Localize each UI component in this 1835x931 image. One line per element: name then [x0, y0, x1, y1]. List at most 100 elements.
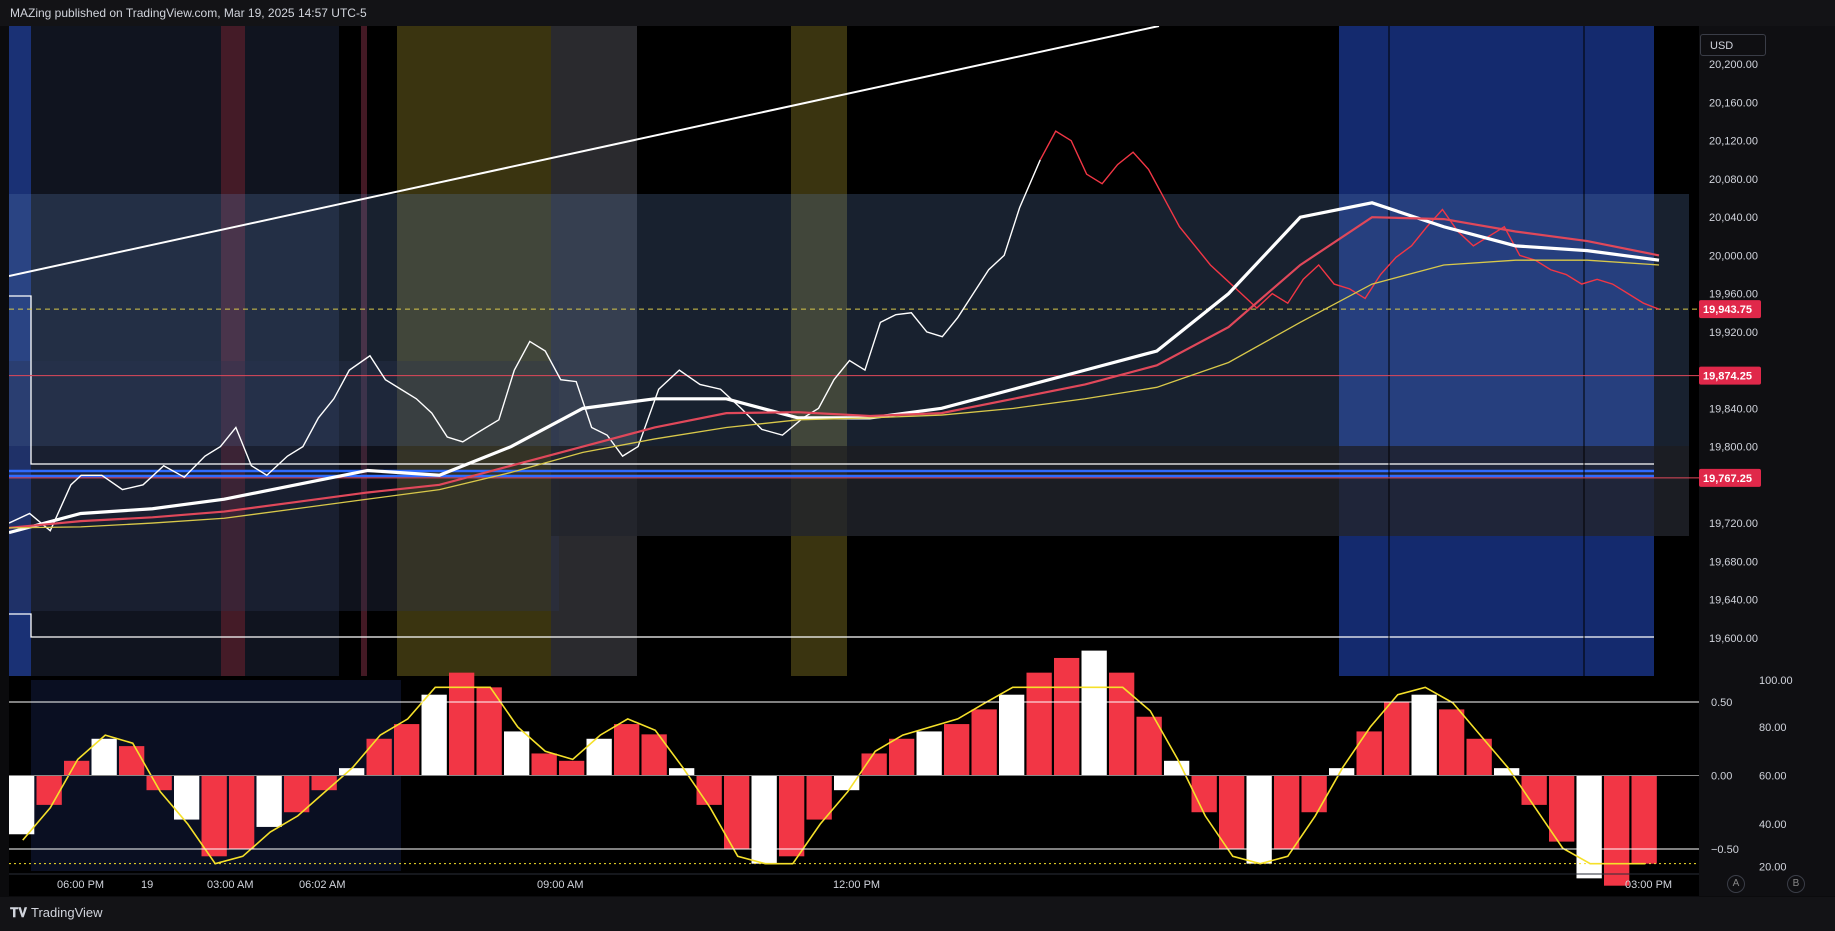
- oscillator-bar: [449, 672, 475, 776]
- oscillator-bar: [531, 753, 557, 776]
- oscillator-bar: [944, 724, 970, 776]
- oscillator-bar: [1356, 731, 1382, 776]
- oscillator-line: [22, 686, 1646, 865]
- currency-button[interactable]: USD: [1700, 34, 1766, 56]
- oscillator-right-tick: 80.00: [1759, 722, 1787, 734]
- oscillator-bar: [889, 738, 915, 776]
- tradingview-logo: 𝐓𝐕 TradingView: [10, 905, 103, 921]
- oscillator-bar: [91, 738, 117, 776]
- session-zone: [361, 26, 367, 676]
- oscillator-bar: [806, 775, 832, 820]
- session-zone: [1339, 26, 1654, 676]
- price-label-badge: [1699, 300, 1761, 319]
- tv-logo-icon: 𝐓𝐕: [10, 905, 27, 920]
- price-tick-label: 20,000.00: [1709, 250, 1758, 262]
- price-tick-label: 19,640.00: [1709, 595, 1758, 607]
- time-tick-label: 06:02 AM: [299, 879, 345, 891]
- oscillator-bar: [1054, 657, 1080, 776]
- session-zone: [551, 26, 637, 676]
- oscillator-bar: [971, 709, 997, 776]
- price-tick-label: 19,800.00: [1709, 442, 1758, 454]
- oscillator-bar: [751, 775, 777, 864]
- oscillator-bar: [724, 775, 750, 849]
- time-tick-label: 03:00 PM: [1625, 879, 1672, 891]
- oscillator-bar: [9, 775, 35, 835]
- oscillator-bar: [1521, 775, 1547, 805]
- price-series: [8, 130, 1660, 535]
- log-scale-button[interactable]: B: [1787, 875, 1805, 893]
- price-tick-label: 19,720.00: [1709, 518, 1758, 530]
- time-tick-label: 09:00 AM: [537, 879, 583, 891]
- price-tick-label: 19,680.00: [1709, 556, 1758, 568]
- oscillator-right-tick: 40.00: [1759, 819, 1787, 831]
- oscillator-bar: [1576, 775, 1602, 879]
- oscillator-bar: [229, 775, 255, 849]
- price-label-badge: [1699, 366, 1761, 385]
- oscillator-bar: [1631, 775, 1657, 864]
- oscillator-bar: [1494, 768, 1520, 776]
- oscillator-bar: [256, 775, 282, 827]
- price-tick-label: 19,960.00: [1709, 289, 1758, 301]
- oscillator-panel: 0.50 0.00 −0.50 100.00 80.00 60.00 40.00 20.00: [9, 650, 1793, 886]
- oscillator-bar: [339, 768, 365, 776]
- publisher-text: MAZing published on TradingView.com, Mar…: [10, 6, 367, 20]
- oscillator-bar: [476, 687, 502, 776]
- oscillator-bar: [421, 694, 447, 776]
- oscillator-bar: [1384, 702, 1410, 776]
- price-label-badge: [1699, 468, 1761, 487]
- price-tick-label: 20,160.00: [1709, 97, 1758, 109]
- time-tick-label: 03:00 AM: [207, 879, 253, 891]
- axis-background: [1699, 26, 1835, 896]
- range-outline: [9, 295, 1654, 465]
- oscillator-bar: [696, 775, 722, 805]
- range-outline: [9, 613, 1654, 638]
- oscillator-bar: [1026, 672, 1052, 776]
- value-area-band: [9, 194, 1689, 446]
- moving-average-line: [8, 201, 1660, 535]
- oscillator-bar: [36, 775, 62, 805]
- session-zone: [9, 26, 31, 676]
- moving-average-line: [8, 216, 1660, 529]
- time-tick-label: 12:00 PM: [833, 879, 880, 891]
- session-zone: [791, 26, 847, 676]
- oscillator-bar: [366, 738, 392, 776]
- oscillator-bar: [1439, 709, 1465, 776]
- price-tick-label: 20,120.00: [1709, 136, 1758, 148]
- oscillator-bar: [504, 731, 530, 776]
- oscillator-bar: [1136, 716, 1162, 776]
- brand-text: TradingView: [31, 905, 103, 920]
- trend-line: [8, 25, 1160, 277]
- oscillator-bar: [1191, 775, 1217, 813]
- oscillator-bar: [311, 775, 337, 791]
- price-tick-label: 20,040.00: [1709, 212, 1758, 224]
- oscillator-bar: [1329, 768, 1355, 776]
- price-tick-label: 20,080.00: [1709, 174, 1758, 186]
- oscillator-bar: [201, 775, 227, 857]
- oscillator-bar: [119, 746, 145, 776]
- oscillator-bar: [1411, 694, 1437, 776]
- time-axis: 06:00 PM 19 03:00 AM 06:02 AM 09:00 AM 12:00 …: [9, 873, 1699, 891]
- session-zone: [221, 26, 245, 676]
- price-label-text: 19,874.25: [1703, 371, 1752, 383]
- oscillator-bar: [1274, 775, 1300, 849]
- range-box: [551, 446, 1689, 536]
- chart-area[interactable]: 20,200.00 20,160.00 20,120.00 20,080.00 20,0…: [8, 25, 1835, 896]
- oscillator-tick-label: 0.50: [1711, 697, 1732, 709]
- price-tick-label: 19,600.00: [1709, 633, 1758, 645]
- oscillator-bar: [586, 738, 612, 776]
- publisher-header: MAZing published on TradingView.com, Mar…: [0, 0, 1835, 26]
- oscillator-bar: [1604, 775, 1630, 886]
- autoscale-button[interactable]: A: [1727, 875, 1745, 893]
- price-label-text: 19,767.25: [1703, 473, 1752, 485]
- session-zone: [31, 26, 339, 676]
- oscillator-bar: [146, 775, 172, 791]
- oscillator-bar: [669, 768, 695, 776]
- oscillator-bar: [1219, 775, 1245, 849]
- time-tick-label: 06:00 PM: [57, 879, 104, 891]
- oscillator-bar: [1246, 775, 1272, 864]
- oscillator-bar: [1301, 775, 1327, 813]
- price-line: [1039, 130, 1660, 310]
- chart-svg[interactable]: 20,200.00 20,160.00 20,120.00 20,080.00 20,0…: [8, 25, 1835, 896]
- oscillator-bar: [1164, 760, 1190, 776]
- moving-average-line: [8, 259, 1660, 529]
